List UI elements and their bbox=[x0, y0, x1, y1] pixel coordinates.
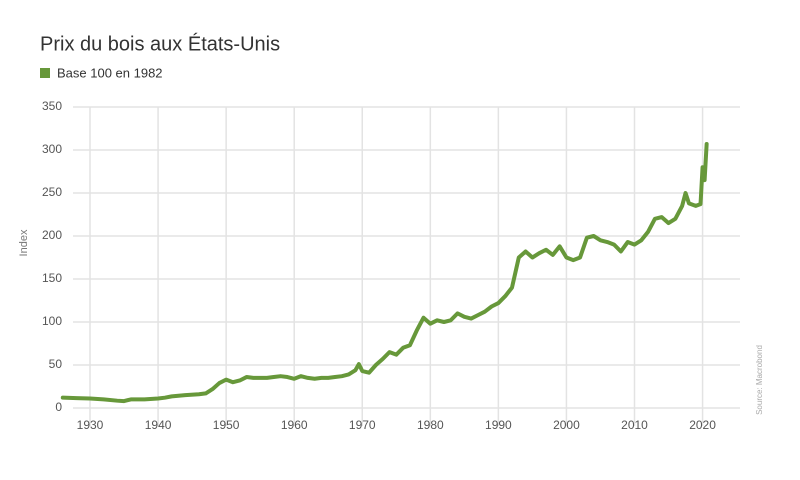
y-tick-label: 200 bbox=[42, 228, 62, 242]
y-tick-label: 150 bbox=[42, 271, 62, 285]
x-tick-label: 1950 bbox=[213, 418, 240, 432]
y-tick-label: 100 bbox=[42, 314, 62, 328]
y-tick-label: 50 bbox=[49, 357, 63, 371]
y-tick-label: 250 bbox=[42, 185, 62, 199]
x-tick-label: 2010 bbox=[621, 418, 648, 432]
x-tick-label: 1940 bbox=[145, 418, 172, 432]
x-tick-label: 1930 bbox=[77, 418, 104, 432]
legend-swatch bbox=[40, 68, 50, 78]
source-note: Source: Macrobond bbox=[755, 345, 764, 415]
legend-label: Base 100 en 1982 bbox=[57, 65, 163, 80]
x-tick-label: 2020 bbox=[689, 418, 716, 432]
x-tick-label: 1990 bbox=[485, 418, 512, 432]
x-tick-label: 1980 bbox=[417, 418, 444, 432]
x-tick-label: 2000 bbox=[553, 418, 580, 432]
line bbox=[60, 141, 709, 404]
y-tick-label: 0 bbox=[55, 400, 62, 414]
chart-title: Prix du bois aux États-Unis bbox=[40, 32, 280, 55]
y-axis-label: Index bbox=[18, 229, 30, 256]
x-tick-label: 1970 bbox=[349, 418, 376, 432]
x-tick-label: 1960 bbox=[281, 418, 308, 432]
y-tick-label: 350 bbox=[42, 99, 62, 113]
y-tick-label: 300 bbox=[42, 142, 62, 156]
